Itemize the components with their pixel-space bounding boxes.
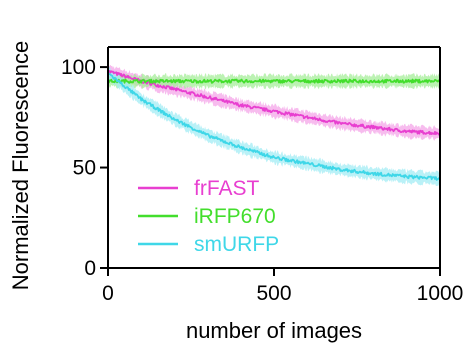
series-line-smurfp: [107, 73, 441, 181]
x-tick-label: 0: [102, 282, 114, 305]
y-tick-label: 0: [84, 257, 96, 280]
legend-label-frfast: frFAST: [194, 177, 260, 200]
x-tick-label: 1000: [417, 282, 464, 305]
y-axis-ticks: 0 50 100: [61, 56, 108, 280]
series-line-irfp670: [107, 78, 441, 84]
y-tick-label: 50: [73, 157, 96, 180]
legend-label-smurfp: smURFP: [194, 233, 279, 256]
y-axis-title: Normalized Fluorescence: [8, 41, 33, 290]
x-axis-title: number of images: [186, 318, 362, 343]
x-axis-ticks: 0 500 1000: [102, 268, 463, 305]
x-tick-label: 500: [256, 282, 291, 305]
series-band-smurfp: [108, 66, 440, 186]
legend: frFAST iRFP670 smURFP: [138, 177, 279, 256]
y-tick-label: 100: [61, 56, 96, 79]
series-band-frfast: [108, 63, 440, 141]
series-lines: [107, 70, 441, 181]
series-line-frfast: [107, 70, 441, 136]
legend-label-irfp670: iRFP670: [194, 205, 276, 228]
